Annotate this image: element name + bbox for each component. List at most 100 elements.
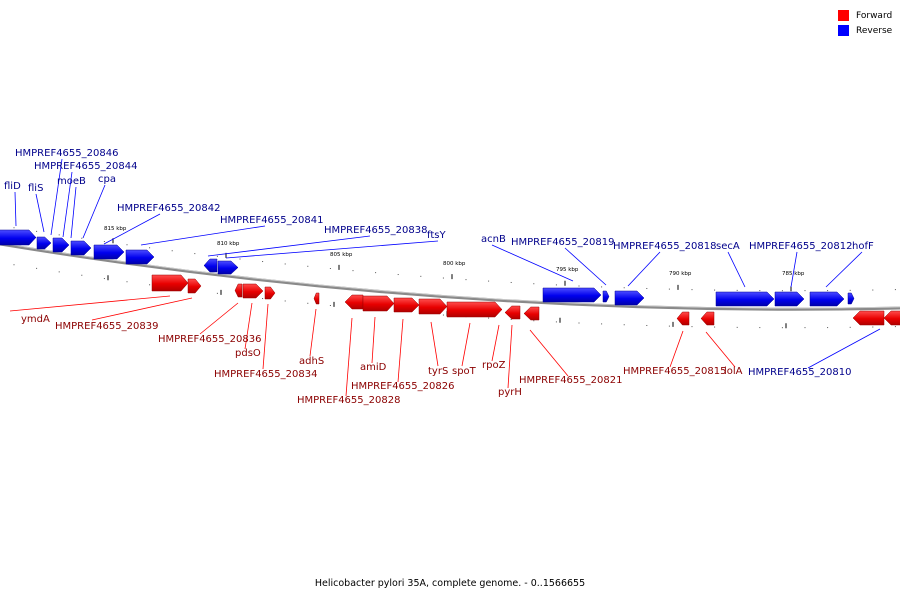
gene-label[interactable]: tyrS [428,366,448,377]
gene-label[interactable]: HMPREF4655_20836 [158,334,261,345]
legend-forward: Forward [838,8,892,23]
forward-label-leader [345,317,353,397]
forward-label-leader [705,331,736,368]
reverse-gene-arrow [125,249,155,265]
forward-label-leader [91,297,193,321]
gene-label[interactable]: rpoZ [482,360,506,371]
forward-label-leader [309,308,317,357]
gene-label[interactable]: HMPREF4655_20826 [351,381,454,392]
forward-label-leader [262,303,269,370]
gene-label[interactable]: fliD [4,181,21,192]
gene-label[interactable]: pdsO [235,348,261,359]
reverse-swatch [838,25,849,36]
gene-label[interactable]: lolA [724,366,743,377]
legend-forward-label: Forward [856,10,893,21]
gene-label[interactable]: HMPREF4655_20828 [297,395,400,406]
reverse-gene-arrow [93,244,125,260]
gene-label[interactable]: HMPREF4655_20839 [55,321,158,332]
reverse-gene-arrow [809,291,845,307]
gene-label[interactable]: moeB [57,176,86,187]
forward-gene-arrow [234,283,243,298]
gene-label[interactable]: HMPREF4655_20842 [117,203,220,214]
reverse-label-leader [807,328,881,369]
forward-label-leader [371,316,376,364]
forward-gene-arrow [242,283,264,299]
reverse-label-leader [727,251,746,288]
forward-label-leader [669,330,684,368]
forward-label-leader [461,322,471,367]
gene-label[interactable]: HMPREF4655_20838 [324,225,427,236]
gene-label[interactable]: HMPREF4655_20812 [749,241,852,252]
gene-label[interactable]: adhS [299,356,324,367]
forward-gene-arrow [523,306,540,321]
reverse-gene-arrow [715,291,775,307]
scale-label: 815 kbp [104,226,127,232]
reverse-label-leader [50,158,63,236]
label-leaders [9,158,881,397]
gene-label[interactable]: cpa [98,174,116,185]
gene-label[interactable]: amiD [360,362,387,373]
scale-label: 805 kbp [330,252,353,258]
forward-label-leader [9,295,171,312]
scale-label: 810 kbp [217,241,240,247]
reverse-label-leader [62,171,73,238]
gene-label[interactable]: HMPREF4655_20818 [613,241,716,252]
gene-label[interactable]: HMPREF4655_20815 [623,366,726,377]
reverse-gene-arrow [217,260,239,275]
reverse-label-leader [207,235,371,257]
gene-label[interactable]: HMPREF4655_20846 [15,148,118,159]
gene-label[interactable]: spoT [452,366,477,377]
forward-swatch [838,10,849,21]
scale-labels: 815 kbp 810 kbp 805 kbp 800 kbp 795 kbp … [104,226,805,277]
gene-label[interactable]: HMPREF4655_20819 [511,237,614,248]
forward-gene-labels: ymdA HMPREF4655_20839 HMPREF4655_20836 p… [21,314,743,406]
forward-gene-arrow [504,305,521,320]
reverse-gene-labels: fliD fliS HMPREF4655_20846 HMPREF4655_20… [4,148,874,378]
gene-label[interactable]: HMPREF4655_20834 [214,369,317,380]
gene-label[interactable]: fliS [28,183,43,194]
reverse-label-leader [627,251,661,287]
reverse-gene-arrow [0,229,37,246]
reverse-label-leader [14,191,17,227]
scale-label: 790 kbp [669,271,692,277]
gene-label[interactable]: secA [716,241,740,252]
reverse-label-leader [790,251,798,288]
forward-gene-arrow [446,301,503,318]
forward-label-leader [529,329,569,377]
reverse-gene-arrow [774,291,805,307]
scale-label: 795 kbp [556,267,579,273]
gene-label[interactable]: acnB [481,234,506,245]
forward-gene-arrow [344,294,364,310]
reverse-label-leader [825,251,863,288]
reverse-label-leader [35,193,45,233]
gene-label[interactable]: HMPREF4655_20810 [748,367,851,378]
gene-features [0,229,900,326]
forward-gene-arrow [313,292,320,305]
gene-label[interactable]: HMPREF4655_20844 [34,161,137,172]
reverse-label-leader [140,225,266,246]
forward-label-leader [507,324,513,389]
gene-label[interactable]: HMPREF4655_20841 [220,215,323,226]
scale-label: 800 kbp [443,261,466,267]
forward-gene-arrow [852,310,885,326]
gene-label[interactable]: ftsY [427,230,446,241]
reverse-label-leader [564,247,607,286]
forward-gene-arrow [883,310,900,326]
reverse-label-leader [491,244,574,282]
forward-gene-arrow [676,311,690,326]
forward-gene-arrow [264,286,276,300]
reverse-gene-arrow [36,236,52,250]
forward-gene-arrow [151,274,189,292]
forward-label-leader [244,302,253,350]
figure-caption: Helicobacter pylori 35A, complete genome… [314,578,586,589]
gene-label[interactable]: HMPREF4655_20821 [519,375,622,386]
forward-label-leader [491,324,500,362]
reverse-gene-arrow [542,287,602,303]
reverse-gene-arrow [602,290,610,303]
gene-label[interactable]: ymdA [21,314,50,325]
gene-label[interactable]: pyrH [498,387,522,398]
forward-label-leader [397,318,404,383]
forward-gene-arrow [418,298,448,315]
gene-label[interactable]: hofF [852,241,874,252]
reverse-gene-arrow [203,258,218,273]
